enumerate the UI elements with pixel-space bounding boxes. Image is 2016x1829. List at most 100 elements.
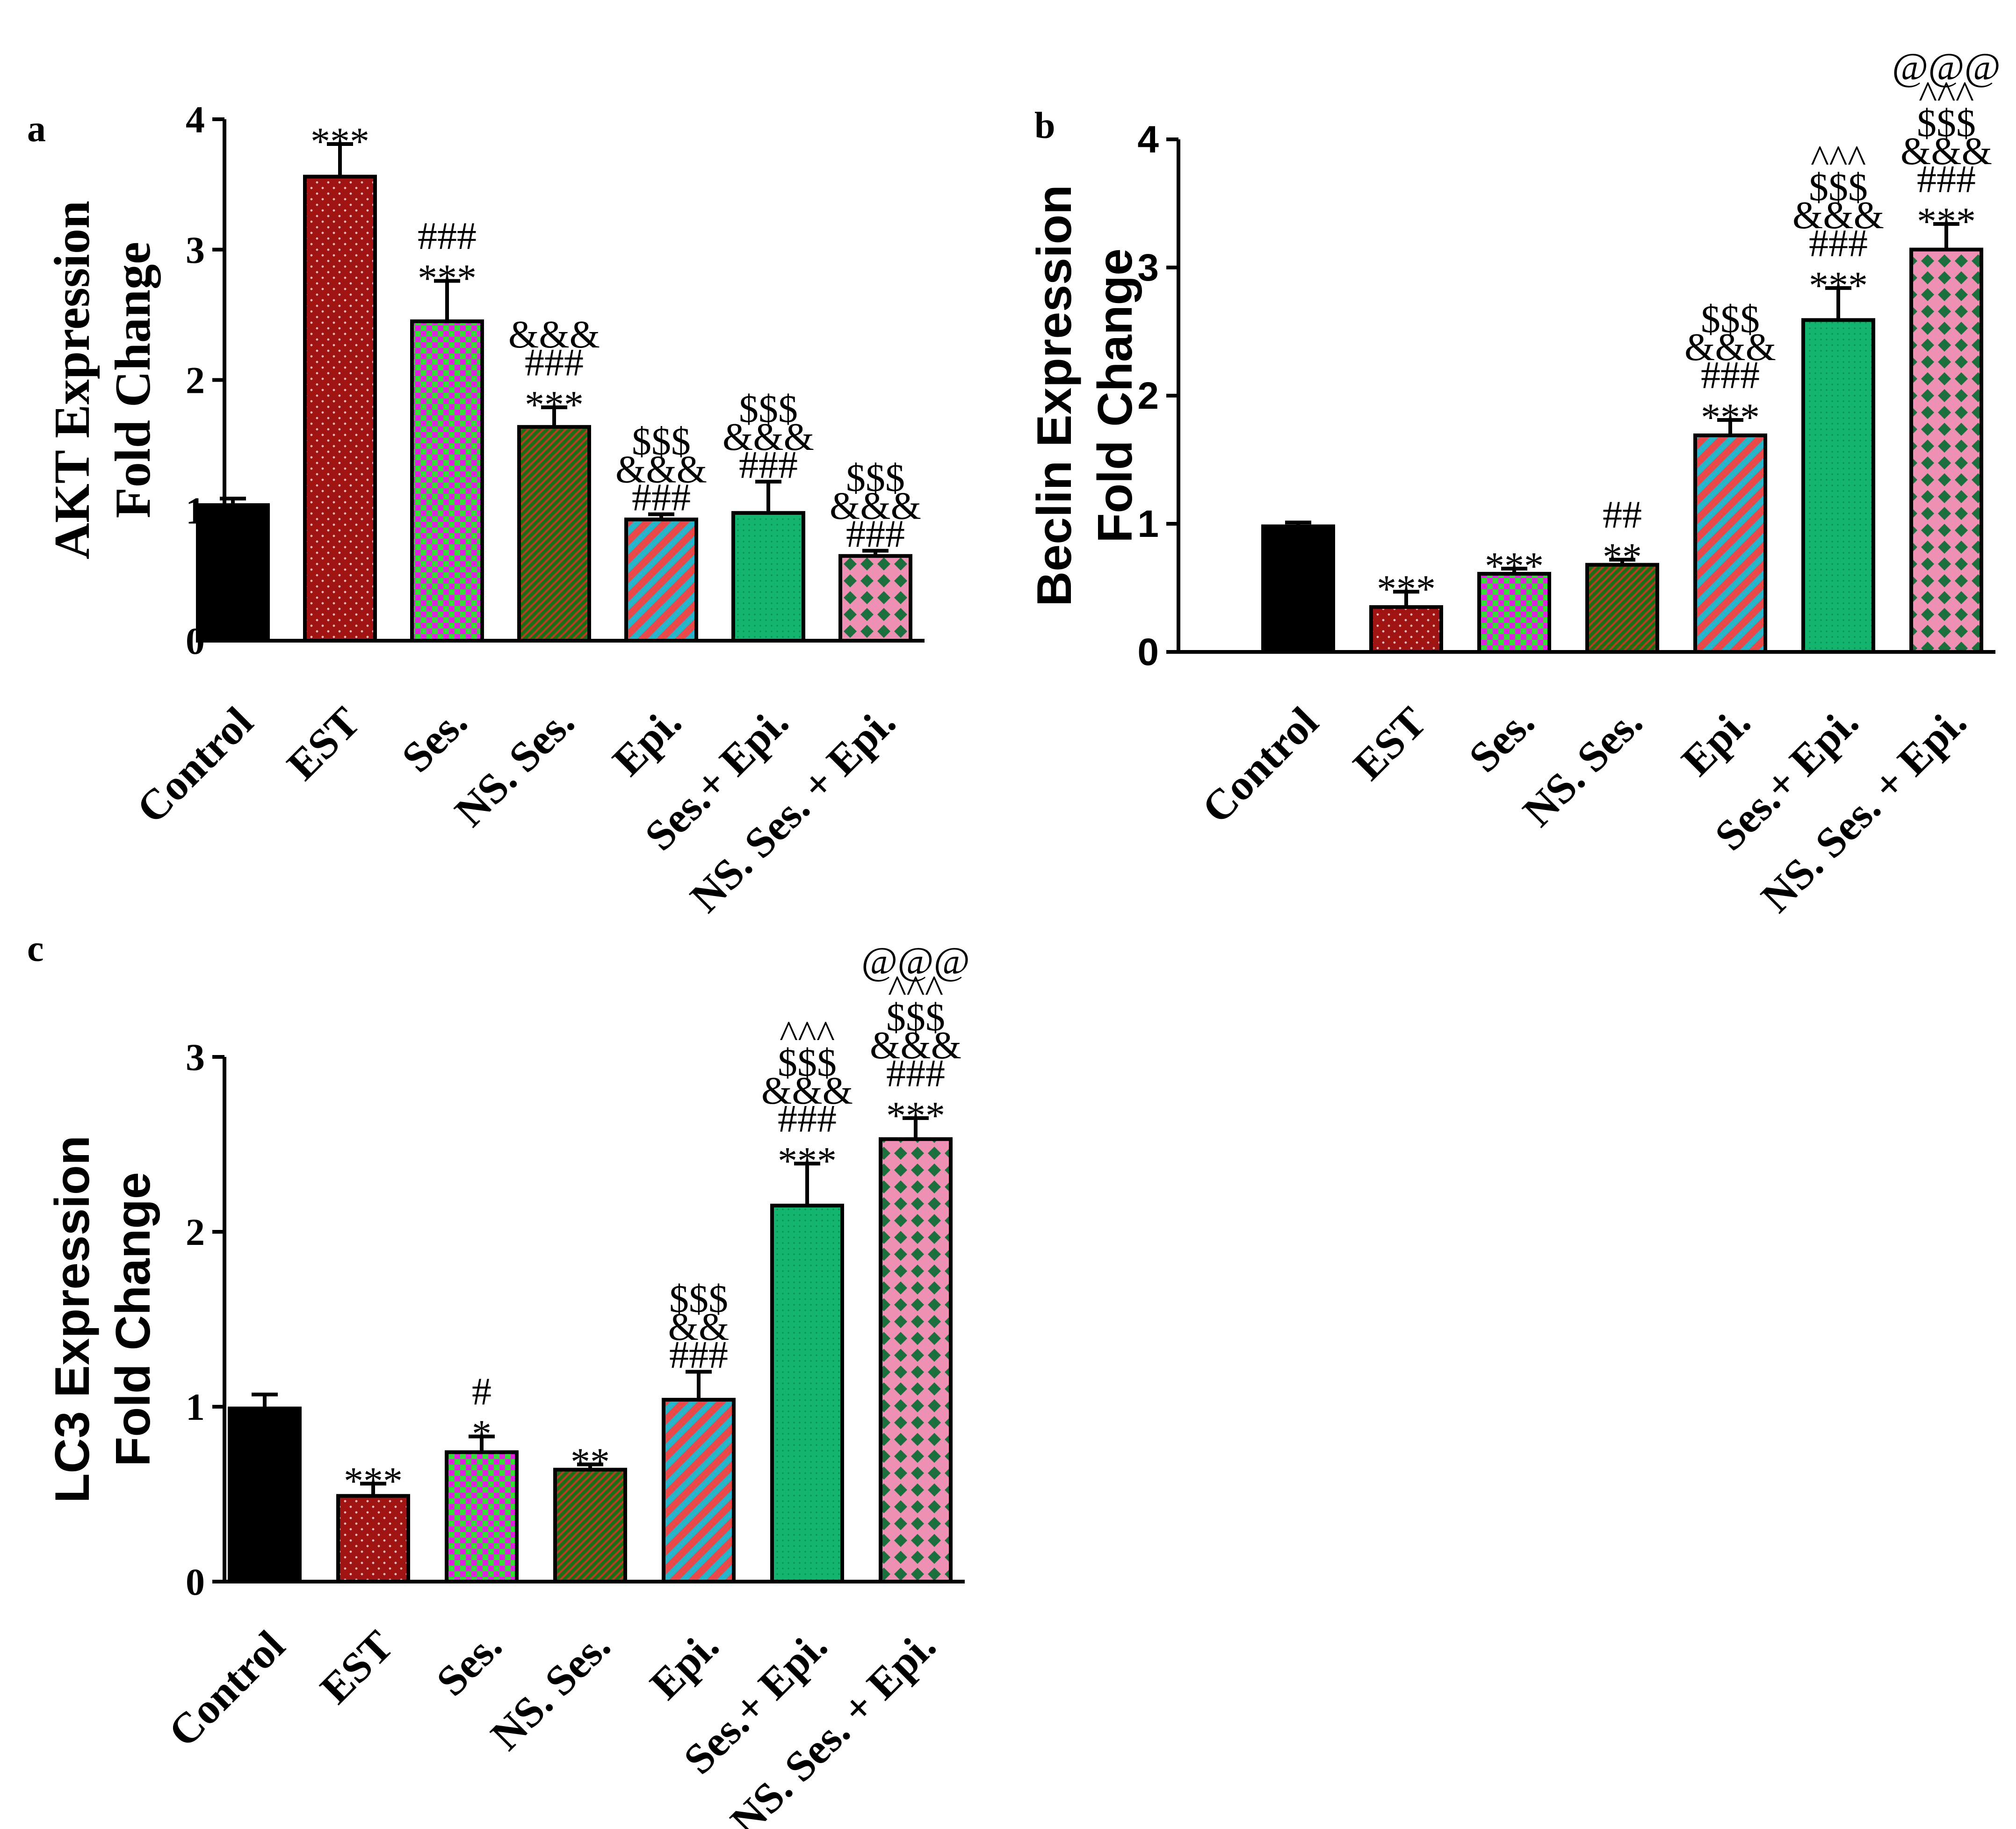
bar-ses [1477, 571, 1551, 654]
significance-mark: $$$ [632, 420, 691, 463]
significance-mark: ### [886, 1052, 945, 1095]
significance-mark: ** [571, 1440, 610, 1483]
panel-label-b: b [1034, 105, 1055, 146]
y-tick-label: 2 [186, 359, 205, 402]
bar-epi [1693, 433, 1767, 654]
y-axis-title-line-1: LC3 Expression [45, 1135, 100, 1503]
bar-control [196, 503, 270, 643]
bar-ses [445, 1450, 519, 1583]
significance-mark: $$$ [846, 456, 905, 500]
x-category-label: EST [311, 1621, 402, 1713]
significance-mark: &&& [830, 484, 921, 528]
x-category-label: Epi. [603, 698, 690, 785]
bar-ns-ses-epi [838, 554, 912, 643]
significance-mark: *** [1701, 396, 1760, 439]
significance-mark: ## [1603, 493, 1642, 537]
significance-mark: ### [632, 476, 691, 520]
y-tick-label: 3 [1137, 246, 1159, 289]
bar-est [303, 174, 377, 643]
significance-mark: *** [418, 257, 477, 300]
y-tick-label: 1 [1137, 503, 1159, 545]
y-tick-label: 1 [186, 1386, 205, 1428]
significance-mark: ** [1603, 535, 1642, 579]
significance-mark: # [472, 1370, 491, 1414]
significance-mark: ^^^ [1811, 137, 1866, 181]
y-tick-label: 3 [186, 1036, 205, 1078]
significance-mark: ^^^ [780, 1013, 835, 1056]
bar-ses-epi [731, 511, 805, 643]
significance-mark: *** [778, 1139, 837, 1183]
significance-mark: ### [739, 443, 798, 487]
y-axis-title-line-1: Beclin Expression [1027, 185, 1082, 607]
x-category-label: EST [278, 698, 369, 789]
x-category-label: Control [1192, 698, 1327, 832]
significance-mark: $$$ [886, 996, 945, 1039]
significance-mark: *** [1377, 567, 1436, 611]
significance-mark: ### [778, 1097, 837, 1141]
significance-mark: $$$ [778, 1041, 837, 1084]
y-tick-label: 2 [186, 1211, 205, 1253]
y-axis-title-line-2: Fold Change [106, 1172, 160, 1467]
significance-mark: &&& [615, 448, 707, 492]
x-category-label: Ses. [427, 1621, 511, 1705]
significance-mark: *** [1809, 264, 1868, 307]
y-tick-label: 4 [186, 98, 205, 141]
significance-mark: $$$ [1809, 166, 1868, 209]
significance-mark: $$$ [1917, 101, 1976, 145]
bar-ses-epi [770, 1203, 844, 1583]
y-axis-title-line-2: Fold Change [1088, 248, 1142, 543]
significance-mark: && [668, 1305, 730, 1349]
x-category-label: NS. Ses. [446, 698, 583, 835]
significance-mark: ### [418, 215, 477, 258]
bar-est [1369, 605, 1443, 654]
significance-mark: ### [1701, 354, 1760, 397]
y-tick-label: 4 [1137, 118, 1159, 161]
significance-mark: &&& [761, 1069, 853, 1113]
bar-control [1261, 524, 1335, 654]
bar-ses [410, 319, 484, 643]
y-tick-label: 0 [1137, 631, 1159, 673]
bar-epi [662, 1398, 736, 1584]
significance-mark: &&& [870, 1024, 961, 1067]
significance-mark: *** [886, 1094, 945, 1137]
significance-mark: &&& [1684, 325, 1776, 369]
y-axis-title-line-2: Fold Change [105, 242, 161, 518]
significance-mark: &&& [723, 415, 814, 459]
bar-control [228, 1406, 302, 1583]
significance-mark: @@@ [861, 940, 970, 983]
y-tick-label: 3 [186, 229, 205, 271]
x-category-label: Epi. [1672, 698, 1759, 785]
significance-mark: ^^^ [1919, 73, 1974, 117]
significance-mark: *** [344, 1460, 403, 1503]
bar-ns-ses [1585, 563, 1659, 654]
panel-label-c: c [27, 928, 44, 969]
significance-mark: ### [525, 341, 584, 384]
bar-ns-ses-epi [879, 1137, 953, 1583]
bar-est [336, 1494, 410, 1583]
significance-mark: ### [846, 513, 905, 556]
significance-mark: &&& [1792, 194, 1884, 237]
panel-label-a: a [27, 108, 46, 150]
significance-mark: *** [525, 383, 584, 427]
x-category-label: EST [1344, 698, 1435, 789]
x-category-label: Ses. [1460, 698, 1543, 781]
significance-mark: * [472, 1412, 491, 1456]
significance-mark: *** [1917, 200, 1976, 243]
y-tick-label: 2 [1137, 375, 1159, 417]
y-axis-title-line-1: AKT Expression [44, 201, 100, 559]
x-category-label: Epi. [641, 1621, 728, 1708]
panel-b-beclin-chart: b Beclin Expression Fold Change 0 1 2 3 4 Contro… [1027, 45, 2001, 921]
bar-ses-epi [1801, 318, 1875, 654]
significance-mark: ^^^ [888, 968, 943, 1011]
bar-ns-ses-epi [1909, 247, 1983, 654]
significance-mark: @@@ [1892, 45, 2001, 89]
y-tick-label: 0 [186, 1561, 205, 1603]
x-category-label: NS. Ses. [1514, 698, 1651, 835]
significance-mark: ### [1917, 158, 1976, 201]
significance-mark: ### [1809, 222, 1868, 265]
x-category-label: Control [159, 1621, 294, 1756]
bar-ns-ses [553, 1468, 627, 1583]
